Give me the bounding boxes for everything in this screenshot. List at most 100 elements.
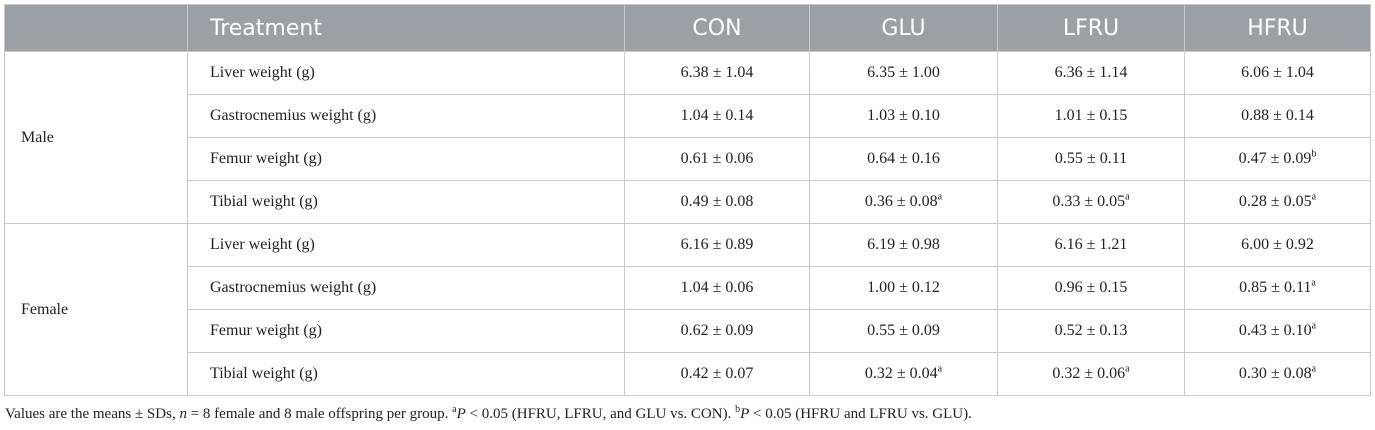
value-text: 1.00 ± 0.12	[867, 279, 940, 296]
header-glu: GLU	[809, 4, 998, 52]
measure-label: Liver weight (g)	[187, 223, 625, 267]
sex-label: Male	[4, 51, 188, 224]
value-text: 1.03 ± 0.10	[867, 107, 940, 124]
header-sex	[4, 4, 188, 52]
footnote-sup-a: a	[452, 404, 457, 415]
value-text: 1.01 ± 0.15	[1054, 107, 1128, 124]
value-text: 0.33 ± 0.05	[1052, 193, 1126, 210]
value-cell-con: 0.62 ± 0.09	[624, 309, 810, 353]
table-body: Male Liver weight (g) 6.38 ± 1.04 6.35 ± 1.…	[4, 51, 1371, 396]
value-text: 0.30 ± 0.08	[1238, 365, 1312, 382]
table-container: Treatment CON GLU LFRU HFRU Male Liver we…	[4, 4, 1371, 423]
value-cell-hfru: 0.47 ± 0.09b	[1184, 137, 1371, 181]
value-cell-con: 0.42 ± 0.07	[624, 352, 810, 396]
significance-superscript: a	[1125, 363, 1130, 375]
significance-superscript: a	[1311, 363, 1317, 375]
table-row: Gastrocnemius weight (g) 1.04 ± 0.06 1.00 …	[5, 266, 1371, 310]
value-cell-lfru: 6.36 ± 1.14	[997, 51, 1185, 95]
table-row: Gastrocnemius weight (g) 1.04 ± 0.14 1.03 …	[5, 94, 1371, 138]
value-text: 6.36 ± 1.14	[1054, 64, 1128, 81]
value-text: 0.64 ± 0.16	[867, 150, 940, 167]
value-text: 0.47 ± 0.09	[1238, 150, 1312, 167]
value-text: 1.04 ± 0.14	[680, 107, 754, 124]
value-cell-lfru: 0.52 ± 0.13	[997, 309, 1185, 353]
significance-superscript: b	[1311, 148, 1317, 160]
value-cell-glu: 1.03 ± 0.10	[809, 94, 998, 138]
measure-label: Gastrocnemius weight (g)	[187, 266, 625, 310]
value-cell-hfru: 6.00 ± 0.92	[1184, 223, 1371, 267]
measure-label: Gastrocnemius weight (g)	[187, 94, 625, 138]
footnote-p: P	[456, 406, 466, 422]
value-cell-glu: 0.55 ± 0.09	[809, 309, 998, 353]
footnote-p: P	[740, 406, 750, 422]
measure-label: Tibial weight (g)	[187, 180, 625, 224]
footnote-n: n	[179, 406, 187, 422]
significance-superscript: a	[1125, 191, 1130, 203]
value-text: 0.32 ± 0.04	[864, 365, 938, 382]
value-cell-hfru: 0.85 ± 0.11a	[1184, 266, 1371, 310]
table-row: Female Liver weight (g) 6.16 ± 0.89 6.19 ± …	[4, 223, 1371, 396]
value-text: 0.36 ± 0.08	[864, 193, 938, 210]
value-text: 0.42 ± 0.07	[680, 365, 754, 382]
value-text: 1.04 ± 0.06	[680, 279, 754, 296]
footnote-text: < 0.05 (HFRU and LFRU vs. GLU).	[749, 406, 972, 422]
table-footnote: Values are the means ± SDs, n = 8 female…	[5, 404, 1370, 423]
header-row: Treatment CON GLU LFRU HFRU	[4, 4, 1371, 52]
value-text: 0.61 ± 0.06	[680, 150, 754, 167]
value-text: 6.16 ± 1.21	[1054, 236, 1128, 253]
measure-label: Tibial weight (g)	[187, 352, 625, 396]
value-cell-hfru: 0.88 ± 0.14	[1184, 94, 1371, 138]
value-cell-con: 6.38 ± 1.04	[624, 51, 810, 95]
value-cell-con: 1.04 ± 0.06	[624, 266, 810, 310]
significance-superscript: a	[937, 363, 943, 375]
footnote-sup-b: b	[735, 404, 741, 415]
measure-label: Femur weight (g)	[187, 309, 625, 353]
value-cell-hfru: 0.43 ± 0.10a	[1184, 309, 1371, 353]
value-text: 0.28 ± 0.05	[1238, 193, 1312, 210]
table-row: Male Liver weight (g) 6.38 ± 1.04 6.35 ± 1.…	[4, 51, 1371, 224]
value-cell-lfru: 0.32 ± 0.06a	[997, 352, 1185, 396]
footnote-text: < 0.05 (HFRU, LFRU, and GLU vs. CON).	[465, 406, 736, 422]
value-text: 6.16 ± 0.89	[680, 236, 754, 253]
value-text: 0.49 ± 0.08	[680, 193, 754, 210]
header-hfru: HFRU	[1184, 4, 1371, 52]
value-cell-lfru: 0.33 ± 0.05a	[997, 180, 1185, 224]
value-cell-lfru: 6.16 ± 1.21	[997, 223, 1185, 267]
value-cell-glu: 0.36 ± 0.08a	[809, 180, 998, 224]
footnote-text: = 8 female and 8 male offspring per grou…	[186, 406, 453, 422]
value-cell-glu: 6.19 ± 0.98	[809, 223, 998, 267]
table-row: Femur weight (g) 0.61 ± 0.06 0.64 ± 0.16 0.…	[5, 137, 1371, 181]
measure-label: Liver weight (g)	[187, 51, 625, 95]
table-row: Femur weight (g) 0.62 ± 0.09 0.55 ± 0.09 0.…	[5, 309, 1371, 353]
value-text: 0.52 ± 0.13	[1054, 322, 1128, 339]
value-cell-lfru: 0.55 ± 0.11	[997, 137, 1185, 181]
value-cell-con: 1.04 ± 0.14	[624, 94, 810, 138]
value-text: 0.55 ± 0.09	[867, 322, 940, 339]
value-text: 6.06 ± 1.04	[1241, 64, 1314, 81]
value-cell-lfru: 0.96 ± 0.15	[997, 266, 1185, 310]
table-row: Tibial weight (g) 0.49 ± 0.08 0.36 ± 0.08a…	[5, 180, 1371, 224]
value-cell-glu: 0.64 ± 0.16	[809, 137, 998, 181]
organ-weight-table: Treatment CON GLU LFRU HFRU Male Liver we…	[4, 4, 1371, 396]
significance-superscript: a	[1311, 191, 1317, 203]
value-text: 0.85 ± 0.11	[1239, 279, 1312, 296]
value-text: 0.62 ± 0.09	[680, 322, 754, 339]
value-cell-con: 6.16 ± 0.89	[624, 223, 810, 267]
sex-label: Female	[4, 223, 188, 396]
measure-label: Femur weight (g)	[187, 137, 625, 181]
value-cell-hfru: 6.06 ± 1.04	[1184, 51, 1371, 95]
value-text: 0.32 ± 0.06	[1052, 365, 1126, 382]
header-con: CON	[624, 4, 810, 52]
value-cell-con: 0.49 ± 0.08	[624, 180, 810, 224]
value-cell-con: 0.61 ± 0.06	[624, 137, 810, 181]
header-treatment: Treatment	[187, 4, 625, 52]
value-text: 0.43 ± 0.10	[1238, 322, 1312, 339]
value-cell-glu: 0.32 ± 0.04a	[809, 352, 998, 396]
value-text: 6.19 ± 0.98	[867, 236, 940, 253]
value-text: 0.55 ± 0.11	[1054, 150, 1128, 167]
value-cell-glu: 6.35 ± 1.00	[809, 51, 998, 95]
value-text: 6.38 ± 1.04	[680, 64, 754, 81]
value-text: 0.96 ± 0.15	[1054, 279, 1128, 296]
significance-superscript: a	[937, 191, 943, 203]
value-cell-hfru: 0.28 ± 0.05a	[1184, 180, 1371, 224]
